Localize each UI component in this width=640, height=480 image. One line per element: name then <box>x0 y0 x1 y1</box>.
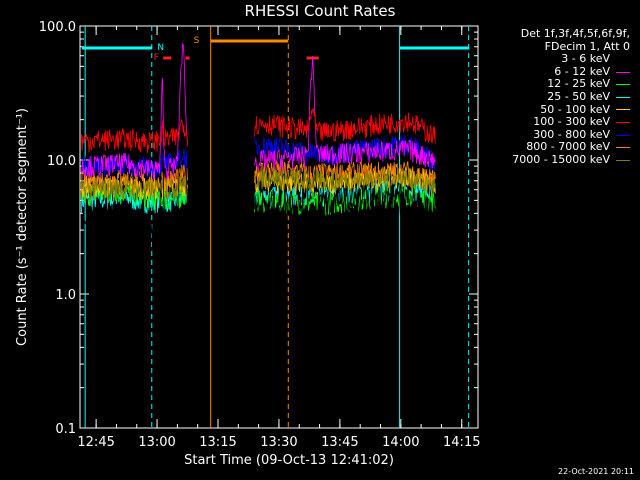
y-tick-label: 10.0 <box>47 154 76 169</box>
legend-label: 7000 - 15000 keV <box>512 152 610 166</box>
legend: Det 1f,3f,4f,5f,6f,9f, FDecim 1, Att 0 3… <box>478 27 636 167</box>
y-axis-label: Count Rate (s⁻¹ detector segment⁻¹) <box>15 108 30 346</box>
series-line-7000to15000keV <box>81 175 188 202</box>
y-tick-label: 0.1 <box>55 422 76 437</box>
series-line-3to6keV <box>81 80 188 251</box>
legend-label: 50 - 100 keV <box>540 102 610 116</box>
legend-swatch <box>616 84 630 86</box>
legend-label: 800 - 7000 keV <box>526 140 610 154</box>
legend-entry: 3 - 6 keV <box>478 53 636 66</box>
legend-entry: 25 - 50 keV <box>478 89 636 104</box>
chart-title: RHESSI Count Rates <box>244 2 396 20</box>
legend-label: 300 - 800 keV <box>533 127 610 141</box>
legend-swatch <box>616 147 630 149</box>
footer-timestamp: 22-Oct-2021 20:11 <box>558 467 634 476</box>
series-line-6to12keV <box>254 55 436 172</box>
legend-header-line-2: FDecim 1, Att 0 <box>544 39 630 53</box>
series-line-100to300keV <box>81 119 188 154</box>
legend-label: 12 - 25 keV <box>547 77 610 91</box>
annotation-s: S <box>194 36 200 46</box>
legend-label: 25 - 50 keV <box>547 89 610 103</box>
x-tick-label: 12:45 <box>77 435 114 450</box>
x-tick-label: 14:15 <box>443 435 480 450</box>
legend-swatch <box>616 109 630 111</box>
x-tick-label: 13:45 <box>321 435 358 450</box>
legend-entry: 6 - 12 keV <box>478 64 636 79</box>
legend-entry: 800 - 7000 keV <box>478 141 636 154</box>
legend-swatch <box>616 71 630 73</box>
legend-entry: 300 - 800 keV <box>478 127 636 142</box>
annotation-f: F <box>154 53 159 63</box>
x-axis-label: Start Time (09-Oct-13 12:41:02) <box>184 453 394 468</box>
x-tick-label: 13:30 <box>260 435 297 450</box>
legend-swatch <box>616 134 630 136</box>
series-line-7000to15000keV <box>254 166 436 194</box>
series-line-6to12keV <box>81 43 188 180</box>
legend-swatch <box>616 58 630 60</box>
x-tick-label: 13:15 <box>199 435 236 450</box>
series-line-100to300keV <box>254 108 436 144</box>
legend-label: 3 - 6 keV <box>561 52 610 66</box>
legend-entry: 7000 - 15000 keV <box>478 152 636 167</box>
legend-swatch <box>616 121 630 123</box>
y-tick-label: 1.0 <box>55 288 76 303</box>
series-line-3to6keV <box>254 103 436 226</box>
legend-label: 6 - 12 keV <box>554 64 610 78</box>
legend-entry: 12 - 25 keV <box>478 78 636 91</box>
legend-entry: 100 - 300 keV <box>478 116 636 129</box>
y-tick-label: 100.0 <box>39 20 76 35</box>
legend-swatch <box>616 96 630 98</box>
legend-label: 100 - 300 keV <box>533 115 610 129</box>
legend-entry: 50 - 100 keV <box>478 102 636 117</box>
x-tick-label: 14:00 <box>382 435 419 450</box>
legend-header-line-1: Det 1f,3f,4f,5f,6f,9f, <box>520 27 630 40</box>
annotation-n: N <box>157 43 164 53</box>
legend-swatch <box>616 159 630 161</box>
x-tick-label: 13:00 <box>138 435 175 450</box>
